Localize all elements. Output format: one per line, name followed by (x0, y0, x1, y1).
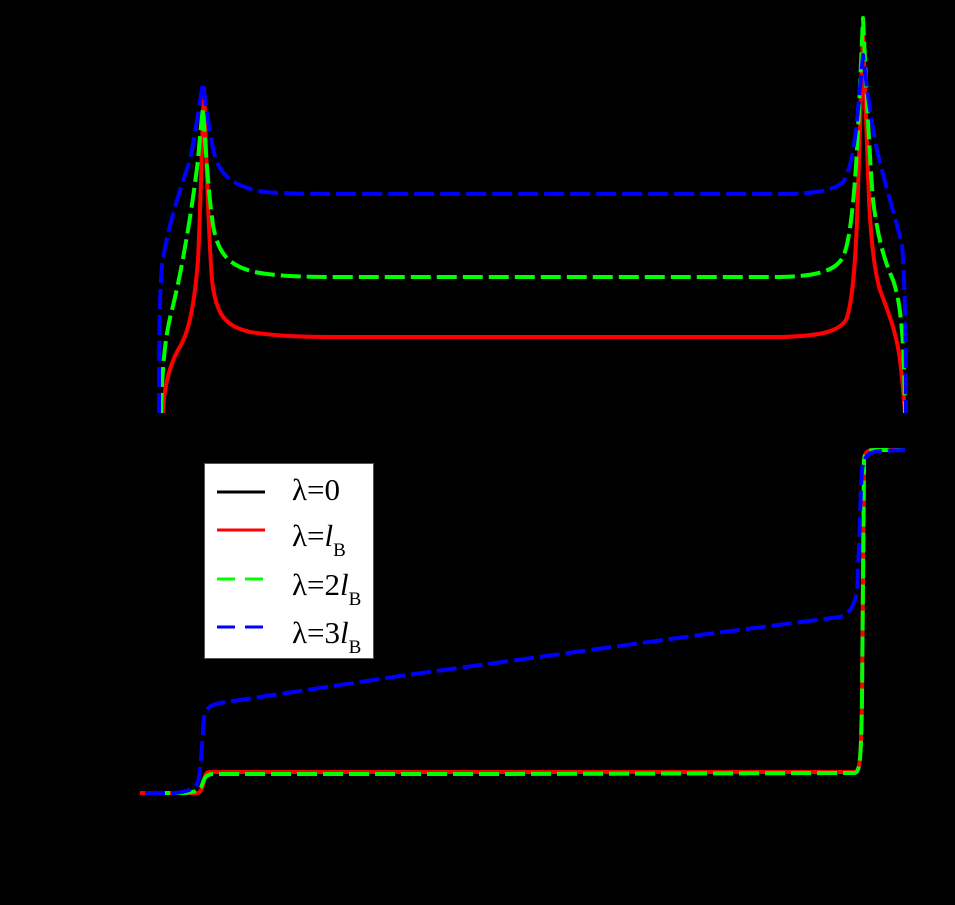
legend-entry-lambda-lB: λ=lB (205, 518, 373, 561)
top-series-lambda-3lB (157, 53, 908, 414)
bottom-series-lambda-3lB (145, 448, 906, 795)
legend-swatch-solid-black (217, 490, 265, 494)
legend-entry-lambda-0: λ=0 (205, 472, 373, 512)
legend: λ=0 λ=lB λ=2lB λ=3lB (204, 463, 374, 659)
legend-swatch-solid-red (217, 528, 265, 532)
legend-entry-lambda-3lB: λ=3lB (205, 615, 373, 658)
legend-swatch-dashed-blue (217, 625, 265, 629)
legend-entry-lambda-2lB: λ=2lB (205, 567, 373, 610)
bottom-panel (122, 448, 945, 795)
legend-swatch-dashed-green (217, 577, 265, 581)
top-series-lambda-0 (158, 33, 905, 414)
legend-label: λ=0 (292, 472, 341, 507)
legend-label: λ=3lB (292, 615, 362, 658)
top-panel (157, 16, 908, 414)
bottom-series-lambda-2lB (150, 448, 905, 795)
top-series-lambda-lB (161, 31, 907, 414)
legend-label: λ=2lB (292, 567, 362, 610)
top-series-lambda-2lB (159, 16, 907, 414)
legend-label: λ=lB (292, 518, 346, 561)
